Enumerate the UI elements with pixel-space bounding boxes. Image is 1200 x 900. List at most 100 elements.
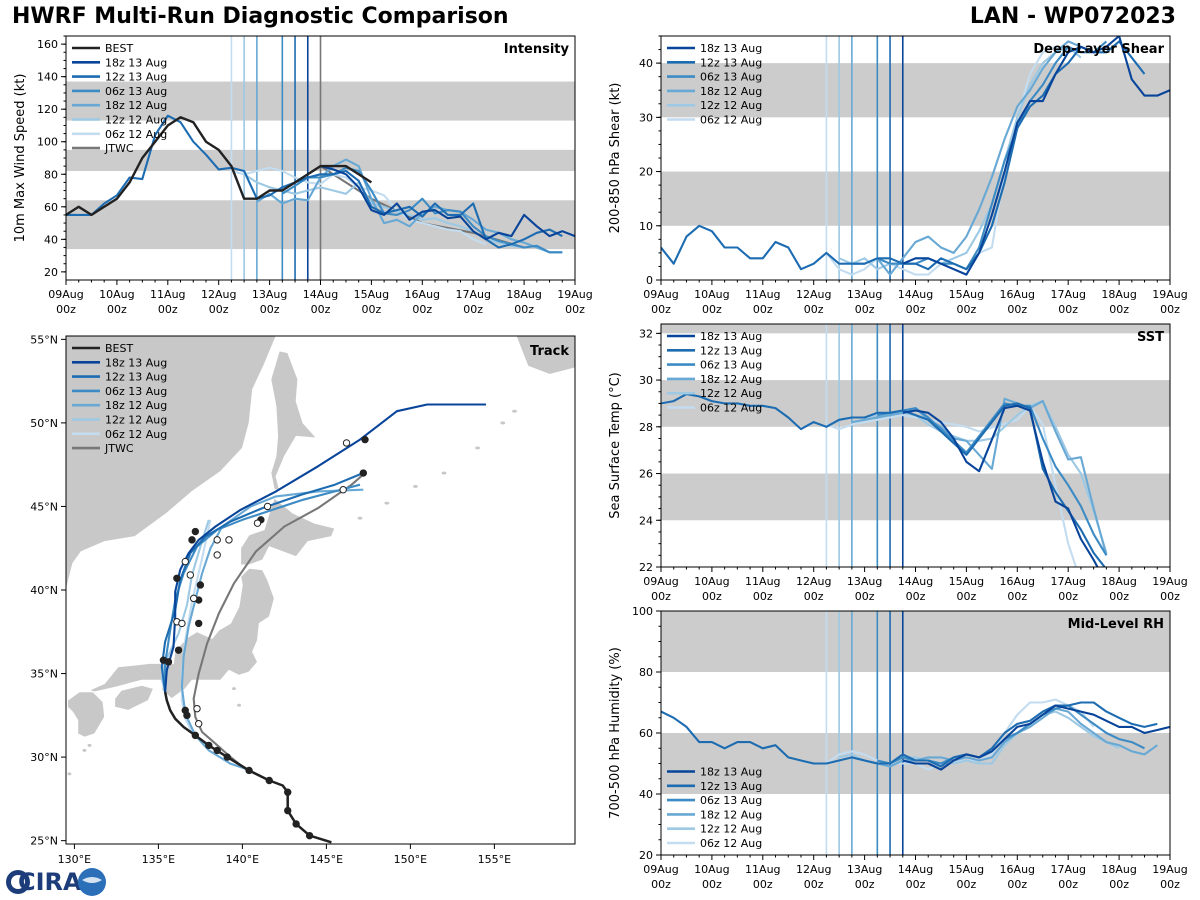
legend-label: 12z 13 Aug xyxy=(700,780,762,793)
y-tick-label: 40 xyxy=(639,788,653,801)
track-marker-18z-13-aug xyxy=(213,536,221,544)
lat-tick-label: 45°N xyxy=(30,500,58,513)
x-tick-sublabel: 00z xyxy=(362,303,382,316)
y-tick-label: 40 xyxy=(44,233,58,246)
x-tick-label: 19Aug xyxy=(1152,863,1187,876)
track-marker-best xyxy=(191,731,200,740)
x-tick-label: 14Aug xyxy=(898,575,933,588)
panel-title: SST xyxy=(1137,330,1164,345)
x-tick-sublabel: 00z xyxy=(1058,590,1078,603)
y-tick-label: 32 xyxy=(639,327,653,340)
x-tick-label: 19Aug xyxy=(1152,288,1187,301)
legend-item-jtwc: JTWC xyxy=(72,442,134,455)
track-marker-18z-13-aug xyxy=(193,704,201,713)
lon-tick-label: 145°E xyxy=(310,853,343,866)
plot-area-rh xyxy=(661,611,1170,855)
track-marker-12z-13-aug xyxy=(159,656,168,664)
x-tick-label: 12Aug xyxy=(796,863,831,876)
legend-item-12z-13-aug: 12z 13 Aug xyxy=(72,371,167,384)
land-islet-1 xyxy=(87,743,92,747)
legend-item-12z-12-aug: 12z 12 Aug xyxy=(667,823,762,836)
x-tick-label: 18Aug xyxy=(1101,575,1136,588)
land-kuril-2 xyxy=(412,484,418,488)
legend-label: 18z 12 Aug xyxy=(105,399,167,412)
legend-item-18z-13-aug: 18z 13 Aug xyxy=(667,330,762,343)
x-tick-label: 09Aug xyxy=(643,575,678,588)
x-tick-label: 15Aug xyxy=(354,288,389,301)
track-marker-best xyxy=(292,820,300,828)
plot-area-track xyxy=(66,336,575,844)
x-tick-label: 18Aug xyxy=(1101,863,1136,876)
x-tick-label: 18Aug xyxy=(506,288,541,301)
land-kuril-6 xyxy=(512,409,518,413)
x-tick-sublabel: 00z xyxy=(957,590,977,603)
legend-item-06z-12-aug: 06z 12 Aug xyxy=(667,837,762,850)
x-tick-sublabel: 00z xyxy=(1109,590,1129,603)
track-marker-12z-12-aug xyxy=(196,581,205,589)
x-tick-label: 16Aug xyxy=(1000,863,1035,876)
track-marker-jtwc xyxy=(213,746,221,755)
logo-ring-inner xyxy=(11,875,25,889)
series-line-18z-13-aug xyxy=(902,404,1099,567)
track-marker-12z-12-aug xyxy=(188,536,196,544)
legend-label: 18z 12 Aug xyxy=(700,373,762,386)
series-line-best xyxy=(66,116,373,217)
land-kuril-5 xyxy=(500,421,506,425)
track-marker-best xyxy=(284,788,292,796)
x-tick-label: 12Aug xyxy=(201,288,236,301)
x-tick-sublabel: 00z xyxy=(855,303,875,316)
x-tick-label: 10Aug xyxy=(694,288,729,301)
series-line-18z-13-aug xyxy=(307,165,575,241)
track-line-jtwc xyxy=(192,472,366,772)
track-line-06z-13-aug xyxy=(164,483,361,692)
lon-tick-label: 150°E xyxy=(394,853,427,866)
x-tick-label: 11Aug xyxy=(745,863,780,876)
legend-item-06z-12-aug: 06z 12 Aug xyxy=(667,114,762,127)
legend-item-18z-12-aug: 18z 12 Aug xyxy=(667,373,762,386)
x-tick-sublabel: 00z xyxy=(1160,303,1180,316)
track-marker-12z-13-aug xyxy=(225,536,233,544)
x-tick-label: 17Aug xyxy=(1050,288,1085,301)
legend-label: 12z 13 Aug xyxy=(105,71,167,84)
land-kyushu xyxy=(67,691,106,738)
y-tick-label: 10 xyxy=(639,220,653,233)
x-tick-sublabel: 00z xyxy=(753,878,773,891)
panel-rh: 09Aug 00z 10Aug 00z 11Aug 00z 12Aug 00z 13Aug 00z… xyxy=(608,605,1188,891)
lat-tick-label: 25°N xyxy=(30,835,58,848)
x-tick-label: 14Aug xyxy=(898,288,933,301)
track-marker-18z-13-aug xyxy=(361,435,369,444)
land-kuril-4 xyxy=(475,446,481,450)
x-tick-label: 11Aug xyxy=(150,288,185,301)
x-tick-sublabel: 00z xyxy=(957,303,977,316)
x-tick-sublabel: 00z xyxy=(209,303,229,316)
legend-item-best: BEST xyxy=(72,342,133,355)
y-tick-label: 60 xyxy=(44,201,58,214)
track-marker-12z-13-aug xyxy=(174,646,183,654)
y-tick-label: 80 xyxy=(639,666,653,679)
series-line-18z-12-aug xyxy=(851,40,1095,276)
legend-label: 12z 13 Aug xyxy=(700,56,762,69)
legend-label: 18z 12 Aug xyxy=(700,808,762,821)
band-1 xyxy=(661,380,1170,427)
series-line-12z-12-aug xyxy=(838,45,1082,271)
y-axis-label: 200-850 hPa Shear (kt) xyxy=(608,83,623,234)
legend-label: JTWC xyxy=(104,142,134,155)
x-tick-sublabel: 00z xyxy=(957,878,977,891)
x-tick-sublabel: 00z xyxy=(702,878,722,891)
x-tick-label: 13Aug xyxy=(847,575,882,588)
legend-label: 12z 13 Aug xyxy=(700,344,762,357)
band-1 xyxy=(661,63,1170,118)
x-tick-label: 09Aug xyxy=(643,863,678,876)
series-line-12z-13-aug xyxy=(66,114,563,249)
legend-item-06z-12-aug: 06z 12 Aug xyxy=(667,402,762,415)
x-tick-label: 09Aug xyxy=(643,288,678,301)
legend-label: 18z 13 Aug xyxy=(105,356,167,369)
legend-item-06z-12-aug: 06z 12 Aug xyxy=(72,428,167,441)
lat-tick-label: 40°N xyxy=(30,584,58,597)
track-line-18z-13-aug xyxy=(164,403,486,692)
x-tick-label: 15Aug xyxy=(949,575,984,588)
legend-item-06z-13-aug: 06z 13 Aug xyxy=(667,359,762,372)
plot-area-sst xyxy=(661,324,1108,567)
track-line-18z-12-aug xyxy=(180,488,364,772)
